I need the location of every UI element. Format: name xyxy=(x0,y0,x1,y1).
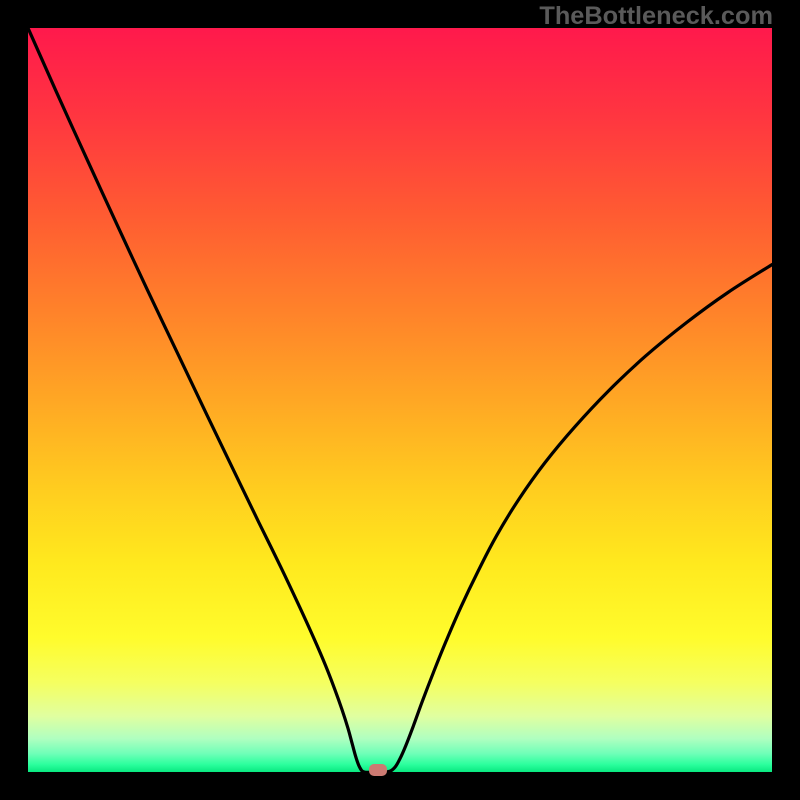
chart-plot-area xyxy=(28,28,772,772)
optimum-marker xyxy=(369,764,387,776)
watermark-text: TheBottleneck.com xyxy=(539,2,773,31)
bottleneck-curve xyxy=(28,28,772,772)
